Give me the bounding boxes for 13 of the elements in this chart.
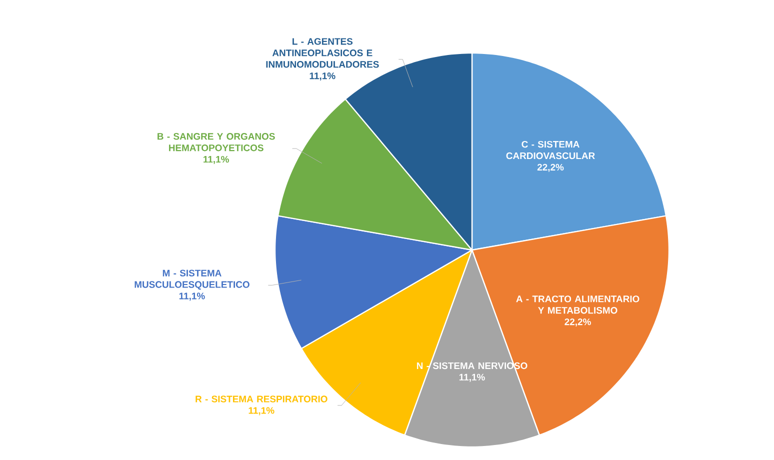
slice-label: R - SISTEMA RESPIRATORIO — [196, 396, 328, 402]
data-label: 11,1% — [310, 72, 336, 81]
data-label: 11,1% — [204, 156, 229, 164]
data-label: 22,2% — [564, 318, 591, 327]
slice-label: B - SANGRE Y ORGANOS HEMATOPOYETICOS — [158, 133, 275, 152]
slice-label: M - SISTEMA MUSCULOESQUELETICO — [134, 270, 250, 290]
slice-label: A - TRACTO ALIMENTARIO Y METABOLISMO — [516, 296, 640, 314]
data-label: 11,1% — [459, 374, 485, 382]
slice-label: C - SISTEMA CARDIOVASCULAR — [506, 140, 595, 160]
slice-label: L - AGENTES ANTINEOPLASICOS E INMUNOMODULADORES — [266, 38, 379, 68]
data-label: 11,1% — [179, 292, 205, 301]
data-label: 22,2% — [537, 164, 564, 172]
data-label: 11,1% — [248, 407, 274, 416]
